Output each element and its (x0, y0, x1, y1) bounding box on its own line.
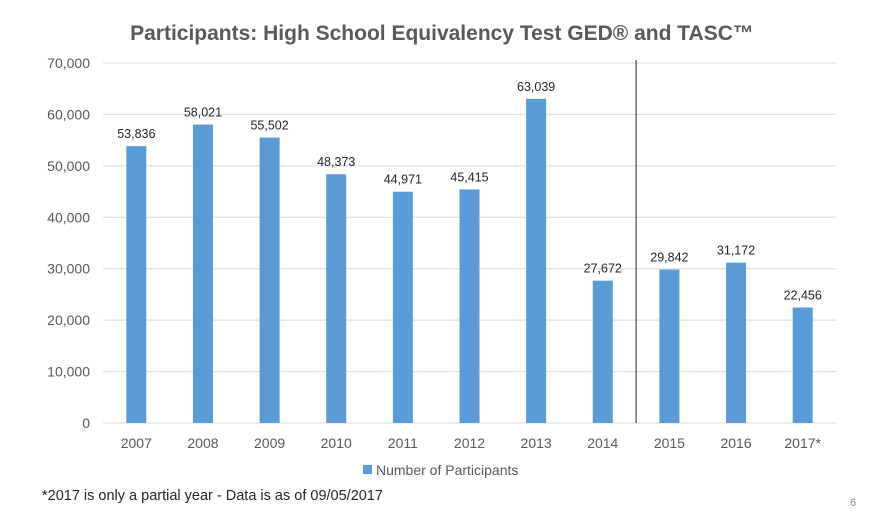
data-label: 27,672 (584, 262, 622, 276)
page-number: 6 (850, 497, 857, 509)
legend: Number of Participants (363, 462, 518, 478)
bar (726, 262, 747, 423)
data-label: 48,373 (317, 155, 355, 169)
x-tick-label: 2011 (388, 435, 418, 451)
y-tick-label: 0 (82, 415, 90, 431)
data-label: 58,021 (184, 106, 222, 120)
y-tick-label: 10,000 (47, 364, 90, 380)
bar (192, 124, 213, 423)
x-tick-label: 2014 (587, 435, 618, 451)
y-tick-label: 30,000 (47, 261, 90, 277)
bars: 53,836 58,021 55,502 48,373 44,971 45,415 63,0… (117, 60, 822, 423)
x-tick-label: 2009 (254, 435, 285, 451)
x-axis: 2007 2008 2009 2010 2011 2012 2013 2014 2015 2016… (121, 435, 822, 451)
y-tick-label: 40,000 (47, 209, 90, 225)
data-label: 53,836 (117, 127, 155, 141)
x-tick-label: 2016 (720, 435, 751, 451)
legend-swatch (363, 465, 372, 474)
y-tick-label: 60,000 (47, 106, 90, 122)
bar (592, 280, 613, 423)
legend-label: Number of Participants (376, 462, 518, 478)
y-tick-label: 50,000 (47, 158, 90, 174)
data-label: 63,039 (517, 80, 555, 94)
x-tick-label: 2013 (521, 435, 552, 451)
data-label: 22,456 (784, 289, 822, 303)
x-tick-label: 2007 (121, 435, 152, 451)
bar (126, 146, 147, 423)
bar (259, 137, 280, 423)
data-label: 31,172 (717, 244, 755, 258)
bar (392, 191, 413, 423)
x-tick-label: 2012 (454, 435, 485, 451)
data-label: 44,971 (384, 173, 422, 187)
data-label: 29,842 (650, 251, 688, 265)
footnote: *2017 is only a partial year - Data is a… (42, 488, 383, 504)
y-axis: 0 10,000 20,000 30,000 40,000 50,000 60,000 70,… (47, 55, 90, 431)
x-tick-label: 2017* (784, 435, 821, 451)
bar (659, 269, 680, 423)
x-tick-label: 2010 (321, 435, 352, 451)
y-tick-label: 70,000 (47, 55, 90, 71)
x-tick-label: 2008 (187, 435, 218, 451)
data-label: 45,415 (450, 170, 488, 184)
x-tick-label: 2015 (654, 435, 685, 451)
bar (459, 189, 480, 423)
bar (326, 174, 347, 423)
bar (792, 307, 813, 423)
chart-title: Participants: High School Equivalency Te… (130, 22, 754, 45)
y-tick-label: 20,000 (47, 312, 90, 328)
bar (526, 98, 547, 423)
data-label: 55,502 (250, 119, 288, 133)
